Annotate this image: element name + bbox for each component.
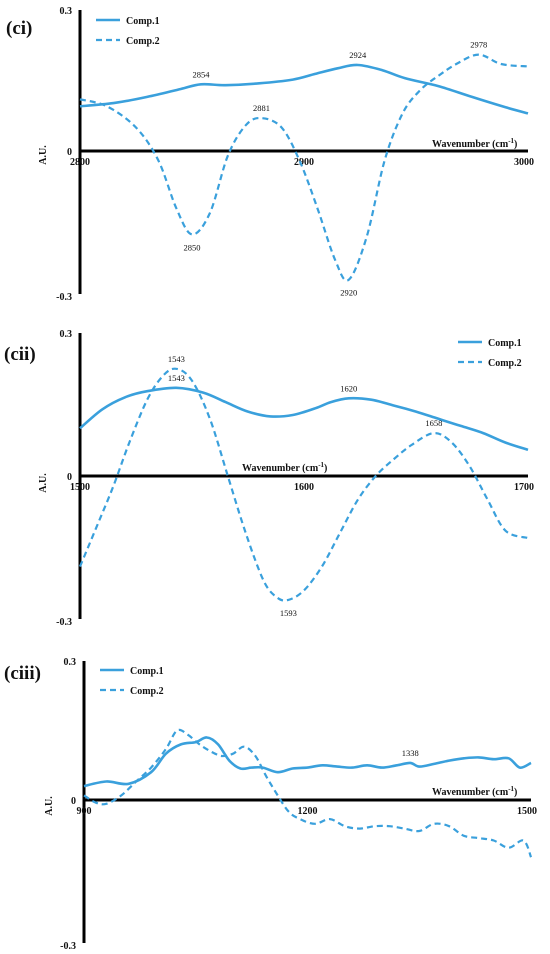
series-line-comp-1 (79, 63, 529, 115)
y-tick-label: 0 (71, 796, 76, 807)
panel-label: (cii) (4, 344, 36, 365)
peak-annotation: 1658 (425, 418, 442, 428)
peak-annotation: 2920 (340, 288, 357, 298)
x-tick-label: 2900 (294, 157, 314, 168)
x-tick-label: 1500 (70, 482, 90, 493)
x-tick-label: 1500 (517, 806, 537, 817)
series-line-comp-2 (78, 367, 529, 602)
y-tick-label: -0.3 (56, 292, 72, 303)
legend-entry: Comp.2 (488, 358, 522, 369)
peak-annotation: 2854 (192, 69, 210, 79)
y-tick-label: -0.3 (60, 941, 76, 952)
x-axis-label: Wavenumber (cm-1) (432, 785, 517, 798)
peak-annotation: 1593 (280, 608, 297, 618)
x-tick-label: 1700 (514, 482, 534, 493)
legend-entry: Comp.1 (130, 666, 164, 677)
y-tick-label: 0 (67, 472, 72, 483)
y-axis-label: A.U. (38, 473, 49, 493)
peak-annotation: 1543 (168, 373, 185, 383)
peak-annotation: 2881 (253, 103, 270, 113)
peak-annotation: 2978 (470, 40, 487, 50)
series-line-comp-2 (83, 728, 533, 858)
peak-annotation: 2850 (184, 242, 201, 252)
x-tick-label: 1600 (294, 482, 314, 493)
y-tick-label: -0.3 (56, 617, 72, 628)
peak-annotation: 1338 (402, 748, 419, 758)
legend-entry: Comp.1 (488, 338, 522, 349)
x-axis-label: Wavenumber (cm-1) (242, 461, 327, 474)
x-tick-label: 3000 (514, 157, 534, 168)
y-tick-label: 0.3 (60, 6, 73, 17)
x-tick-label: 900 (77, 806, 92, 817)
series-line-comp-1 (79, 386, 529, 452)
peak-annotation: 1543 (168, 354, 185, 364)
legend-entry: Comp.1 (126, 16, 160, 27)
chart-panel-1: (ci) 0.3 0 -0.3 2800 2900 3000 A.U. Wavenumber (… (6, 6, 534, 303)
panel-label: (ciii) (4, 663, 41, 684)
peak-annotation: 2924 (349, 50, 367, 60)
y-tick-label: 0 (67, 147, 72, 158)
legend-entry: Comp.2 (130, 686, 164, 697)
y-axis-label: A.U. (44, 796, 55, 816)
chart-panel-3: (ciii) 0.3 0 -0.3 900 1200 1500 A.U. Wavenumber … (4, 657, 537, 952)
y-axis-label: A.U. (38, 145, 49, 165)
x-tick-label: 1200 (298, 806, 318, 817)
y-tick-label: 0.3 (60, 329, 73, 340)
y-tick-label: 0.3 (64, 657, 77, 668)
series-line-comp-1 (83, 736, 532, 788)
peak-annotation: 1620 (340, 383, 357, 393)
series-line-comp-2 (79, 53, 529, 282)
x-tick-label: 2800 (70, 157, 90, 168)
chart-panel-2: (cii) 0.3 0 -0.3 1500 1600 1700 A.U. Wavenumber … (4, 329, 534, 628)
panel-label: (ci) (6, 18, 32, 39)
x-axis-label: Wavenumber (cm-1) (432, 137, 517, 150)
legend-entry: Comp.2 (126, 36, 160, 47)
